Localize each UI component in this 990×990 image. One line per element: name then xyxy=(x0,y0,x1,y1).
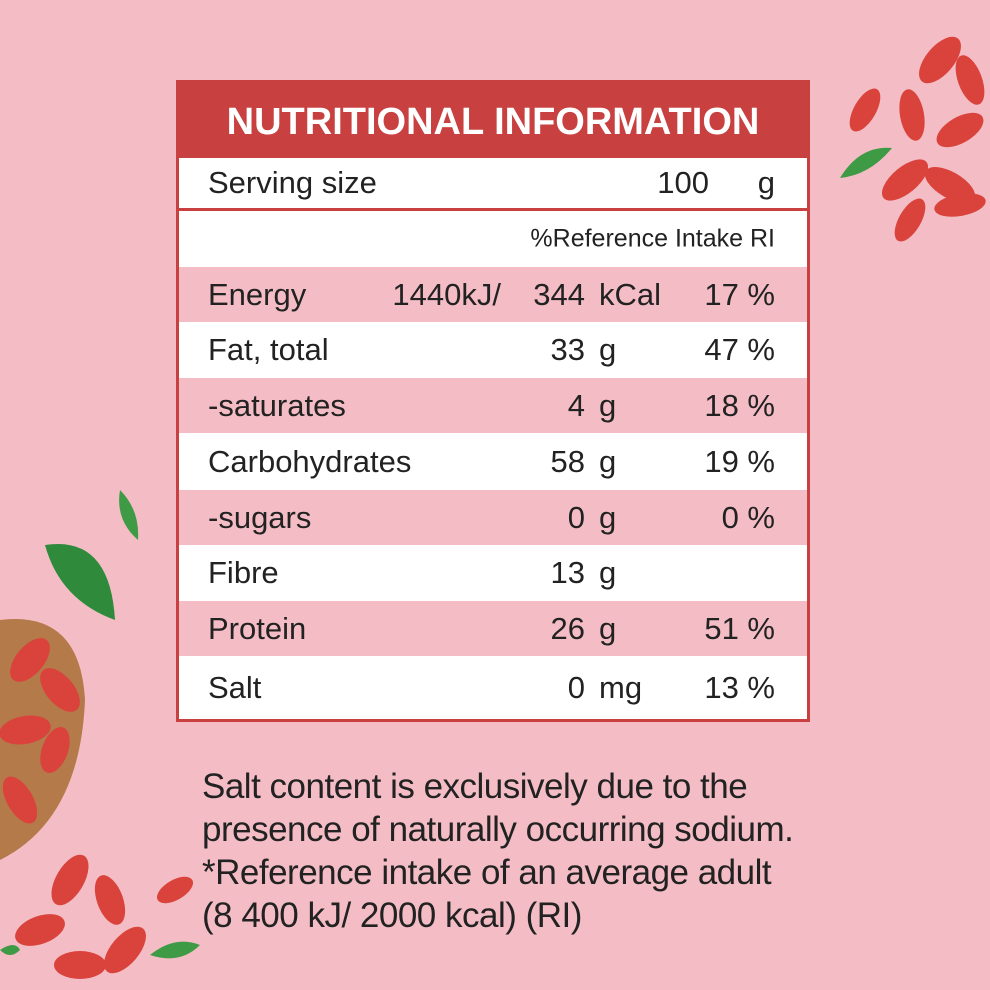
nutrient-unit: g xyxy=(599,610,617,646)
nutrient-value: 58 xyxy=(550,443,585,479)
nutrient-ri: 19 % xyxy=(704,443,775,479)
nutrient-value: 4 xyxy=(567,387,585,423)
serving-value: 100 xyxy=(657,165,709,200)
nutrient-value: 33 xyxy=(550,332,585,367)
nutrient-value: 26 xyxy=(550,610,585,646)
nutrient-name: Fibre xyxy=(208,555,279,590)
nutrient-unit: kCal xyxy=(599,276,662,312)
nutrient-unit: g xyxy=(599,332,617,367)
nutrient-ri: 18 % xyxy=(704,387,775,423)
nutrient-name: Protein xyxy=(208,610,307,646)
nutrient-value: 0 xyxy=(567,669,585,705)
nutrient-unit: g xyxy=(599,499,617,535)
serving-label: Serving size xyxy=(208,165,377,200)
nutrient-ri: 13 % xyxy=(704,669,775,705)
serving-unit: g xyxy=(757,165,775,200)
nutrient-unit: g xyxy=(599,443,617,479)
nutrient-row: Carbohydrates 58 g 19 % xyxy=(179,433,807,490)
nutrient-row: -saturates 4 g 18 % xyxy=(179,378,807,433)
nutrient-value: 344 xyxy=(533,276,585,312)
nutrient-name: Salt xyxy=(208,669,262,705)
nutrient-name: Fat, total xyxy=(208,332,329,367)
footnote: Salt content is exclusively due to the pr… xyxy=(202,765,794,937)
nutrient-value: 13 xyxy=(550,555,585,590)
serving-row: Serving size 100 g xyxy=(179,158,807,211)
energy-kj: 1440kJ/ xyxy=(392,276,501,312)
table-title: NUTRITIONAL INFORMATION xyxy=(179,83,807,158)
footnote-line: Salt content is exclusively due to the xyxy=(202,767,748,806)
nutrient-ri: 47 % xyxy=(704,332,775,367)
nutrition-table: NUTRITIONAL INFORMATION Serving size 100… xyxy=(176,80,810,722)
nutrient-ri: 51 % xyxy=(704,610,775,646)
nutrient-unit: mg xyxy=(599,669,643,705)
nutrient-row: -sugars 0 g 0 % xyxy=(179,490,807,545)
nutrient-name: Energy xyxy=(208,276,307,312)
footnote-line: *Reference intake of an average adult xyxy=(202,853,772,892)
nutrient-row: Salt 0 mg 13 % xyxy=(179,656,807,719)
nutrient-ri: 0 % xyxy=(721,499,775,535)
nutrient-value: 0 xyxy=(567,499,585,535)
nutrient-unit: g xyxy=(599,387,617,423)
nutrient-name: Carbohydrates xyxy=(208,443,412,479)
nutrient-name: -sugars xyxy=(208,499,312,535)
nutrient-row: Protein 26 g 51 % xyxy=(179,601,807,656)
nutrient-unit: g xyxy=(599,555,617,590)
nutrient-row: Fat, total 33 g 47 % xyxy=(179,322,807,378)
nutrient-ri: 17 % xyxy=(704,276,775,312)
ri-row: %Reference Intake RI xyxy=(179,211,807,267)
footnote-line: presence of naturally occurring sodium. xyxy=(202,810,794,849)
footnote-line: (8 400 kJ/ 2000 kcal) (RI) xyxy=(202,896,582,935)
nutrient-name: -saturates xyxy=(208,387,346,423)
nutrient-row: Energy 1440kJ/344 kCal 17 % xyxy=(179,267,807,322)
ri-header: %Reference Intake RI xyxy=(530,224,775,253)
nutrient-row: Fibre 13 g xyxy=(179,545,807,601)
